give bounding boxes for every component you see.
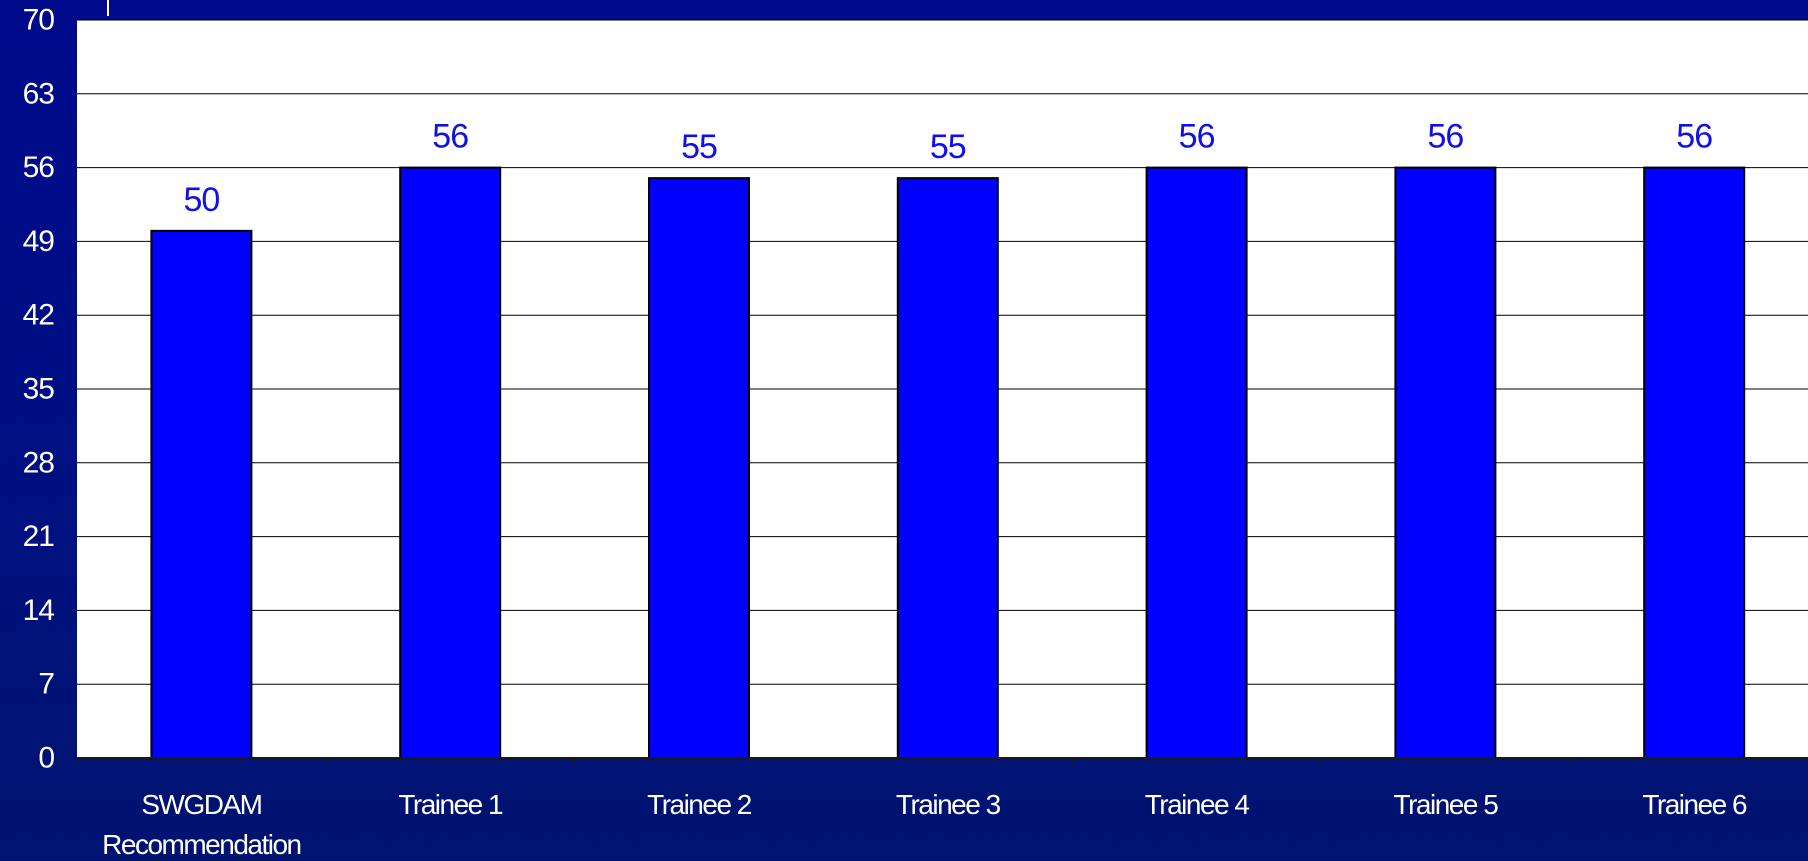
y-tick-label: 56 [23, 151, 55, 184]
data-label: 55 [930, 128, 966, 166]
y-tick-label: 14 [23, 594, 55, 627]
data-label: 56 [1179, 118, 1215, 156]
bar [896, 177, 999, 759]
x-tick-label-line: Trainee 2 [647, 789, 752, 820]
bar [399, 166, 502, 760]
bar [1643, 166, 1746, 760]
x-tick-label: Trainee 6 [1642, 789, 1747, 820]
x-tick-label-line: Recommendation [102, 829, 300, 860]
data-label: 56 [1427, 118, 1463, 156]
bar [150, 229, 253, 760]
data-label: 56 [1676, 118, 1712, 156]
x-tick-label-line: Trainee 4 [1145, 789, 1250, 820]
y-tick-label: 42 [23, 299, 55, 332]
data-labels: 50 56 55 55 56 56 56 [183, 118, 1713, 219]
x-tick-label-line: SWGDAM [141, 789, 261, 820]
x-tick-label: Trainee 1 [398, 789, 503, 820]
x-axis: SWGDAM Recommendation Trainee 1 Trainee 2 Tr… [76, 757, 1808, 860]
bar [1394, 166, 1497, 760]
y-tick-label: 70 [23, 4, 55, 37]
x-tick-label: Trainee 3 [896, 789, 1001, 820]
y-tick-label: 21 [23, 520, 55, 553]
data-label: 56 [432, 118, 468, 156]
y-tick-label: 49 [23, 225, 55, 258]
y-tick-label: 7 [38, 668, 54, 701]
x-tick-label-line: Trainee 5 [1394, 789, 1499, 820]
x-tick-label: SWGDAM Recommendation [102, 789, 300, 860]
x-tick-label-line: Trainee 1 [398, 789, 503, 820]
y-tick-label: 35 [23, 373, 55, 406]
x-tick-label: Trainee 4 [1145, 789, 1250, 820]
x-tick-label-line: Trainee 6 [1642, 789, 1747, 820]
x-tick-label: Trainee 5 [1394, 789, 1499, 820]
bar [648, 177, 750, 759]
data-label: 50 [183, 181, 219, 219]
y-tick-label: 28 [23, 446, 55, 479]
x-tick-label-line: Trainee 3 [896, 789, 1001, 820]
data-label: 55 [681, 128, 717, 166]
bar [1145, 166, 1248, 760]
y-axis: 0 7 14 21 28 35 42 49 56 63 70 [23, 4, 56, 775]
y-tick-label: 0 [38, 742, 54, 775]
x-tick-label: Trainee 2 [647, 789, 752, 820]
bars [150, 166, 1746, 760]
y-tick-label: 63 [23, 77, 55, 110]
